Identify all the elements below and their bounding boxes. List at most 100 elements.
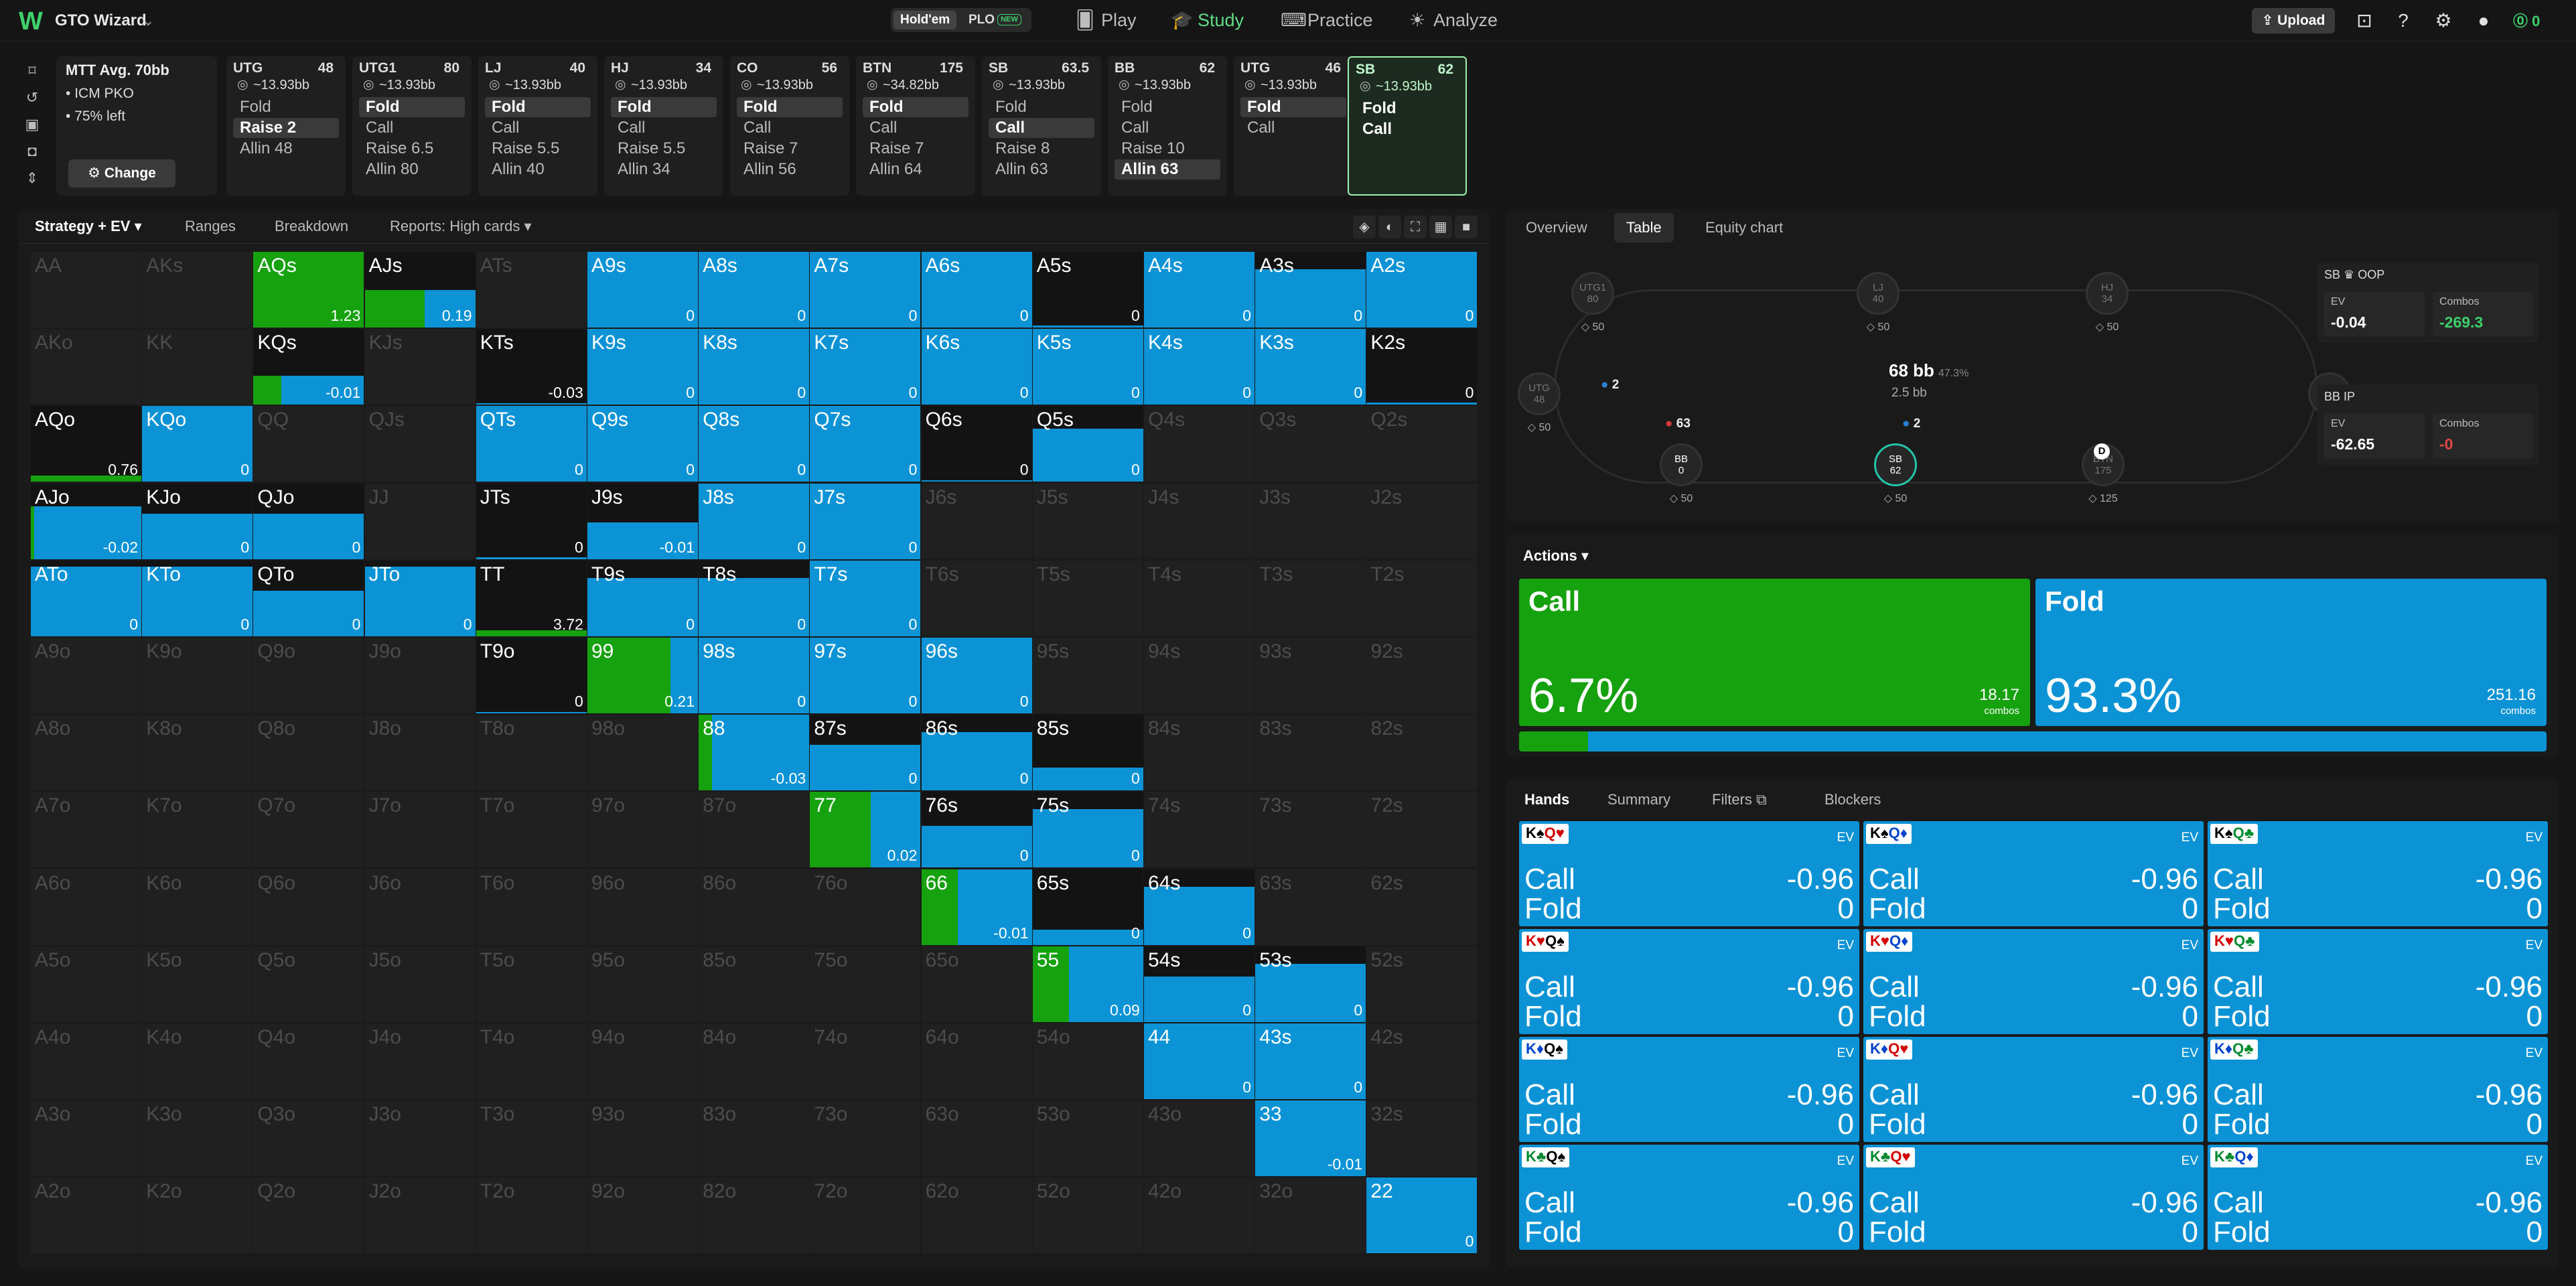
hand-cell-t3s[interactable]: T3s bbox=[1255, 560, 1366, 636]
hand-cell-aks[interactable]: AKs bbox=[142, 252, 253, 328]
hand-cell-84o[interactable]: 84o bbox=[699, 1023, 810, 1099]
hand-cell-a5s[interactable]: 0 A5s bbox=[1032, 252, 1143, 328]
hand-cell-t4o[interactable]: T4o bbox=[476, 1023, 587, 1099]
seat-action[interactable]: Allin 63 bbox=[995, 160, 1048, 178]
hand-cell-94o[interactable]: 94o bbox=[587, 1023, 698, 1099]
seat-action[interactable]: Fold bbox=[359, 97, 465, 117]
seat-action[interactable]: Allin 64 bbox=[869, 160, 922, 178]
hand-cell-93o[interactable]: 93o bbox=[587, 1100, 698, 1177]
gear-icon[interactable]: ⚙ bbox=[2435, 10, 2452, 31]
table-seat-bb[interactable]: BB 0 bbox=[1660, 443, 1703, 486]
hand-cell-97o[interactable]: 97o bbox=[587, 792, 698, 868]
hand-cell-72o[interactable]: 72o bbox=[810, 1177, 921, 1254]
hand-cell-q7o[interactable]: Q7o bbox=[253, 792, 364, 868]
hand-combo-card[interactable]: K♦Q♠ EV Call -0.96 Fold 0 bbox=[1519, 1037, 1859, 1142]
hand-cell-98s[interactable]: 0 98s bbox=[699, 638, 810, 713]
tab-equity-chart[interactable]: Equity chart bbox=[1705, 219, 1784, 236]
hand-combo-card[interactable]: K♣Q♦ EV Call -0.96 Fold 0 bbox=[2208, 1145, 2548, 1250]
hand-combo-card[interactable]: K♦Q♣ EV Call -0.96 Fold 0 bbox=[2208, 1037, 2548, 1142]
hand-cell-t2o[interactable]: T2o bbox=[476, 1177, 587, 1254]
cube-icon[interactable]: ◈ bbox=[1353, 216, 1376, 238]
hand-cell-q9s[interactable]: 0 Q9s bbox=[587, 406, 698, 482]
hand-cell-92o[interactable]: 92o bbox=[587, 1177, 698, 1254]
hand-cell-a5o[interactable]: A5o bbox=[31, 946, 141, 1022]
hand-cell-q3o[interactable]: Q3o bbox=[253, 1100, 364, 1177]
chevron-down-icon[interactable]: ⌄ bbox=[142, 12, 155, 29]
hand-cell-t6s[interactable]: T6s bbox=[921, 560, 1032, 636]
hand-cell-a3s[interactable]: 0 A3s bbox=[1255, 252, 1366, 328]
tab-filters[interactable]: Filters ⧉ bbox=[1712, 786, 1767, 813]
seat-action[interactable]: Raise 5.5 bbox=[492, 139, 560, 157]
hand-cell-54o[interactable]: 54o bbox=[1032, 1023, 1143, 1099]
plo-option[interactable]: PLO NEW bbox=[962, 11, 1028, 29]
hand-cell-32s[interactable]: 32s bbox=[1366, 1100, 1478, 1177]
hand-cell-kqo[interactable]: 0 KQo bbox=[142, 406, 253, 482]
hand-cell-q6s[interactable]: 0 Q6s bbox=[921, 406, 1032, 482]
hand-cell-a4o[interactable]: A4o bbox=[31, 1023, 141, 1099]
hand-cell-74s[interactable]: 74s bbox=[1144, 792, 1255, 868]
upload-button[interactable]: ⇪ Upload bbox=[2252, 8, 2335, 33]
seat-action[interactable]: Fold bbox=[1121, 98, 1153, 116]
seat-action[interactable]: Raise 5.5 bbox=[618, 139, 686, 157]
hand-cell-q8s[interactable]: 0 Q8s bbox=[699, 406, 810, 482]
hand-cell-q7s[interactable]: 0 Q7s bbox=[810, 406, 921, 482]
hand-combo-card[interactable]: K♣Q♠ EV Call -0.96 Fold 0 bbox=[1519, 1145, 1859, 1250]
hand-cell-t3o[interactable]: T3o bbox=[476, 1100, 587, 1177]
hand-cell-k9s[interactable]: 0 K9s bbox=[587, 329, 698, 405]
tab-table[interactable]: Table bbox=[1614, 213, 1674, 242]
hand-cell-ako[interactable]: AKo bbox=[31, 329, 141, 405]
user-icon[interactable]: ● bbox=[2478, 10, 2490, 31]
hand-combo-card[interactable]: K♠Q♣ EV Call -0.96 Fold 0 bbox=[2208, 821, 2548, 926]
hand-cell-t9s[interactable]: 0 T9s bbox=[587, 560, 698, 636]
hand-cell-85o[interactable]: 85o bbox=[699, 946, 810, 1022]
hand-cell-t7s[interactable]: 0 T7s bbox=[810, 560, 921, 636]
save-icon[interactable]: ▣ bbox=[25, 116, 40, 133]
hand-cell-j6o[interactable]: J6o bbox=[364, 869, 476, 945]
hand-combo-card[interactable]: K♦Q♥ EV Call -0.96 Fold 0 bbox=[1863, 1037, 2204, 1142]
hand-cell-t2s[interactable]: T2s bbox=[1366, 560, 1478, 636]
hand-cell-j6s[interactable]: J6s bbox=[921, 483, 1032, 559]
hand-cell-q2s[interactable]: Q2s bbox=[1366, 406, 1478, 482]
hand-cell-t5s[interactable]: T5s bbox=[1032, 560, 1143, 636]
hand-cell-a7s[interactable]: 0 A7s bbox=[810, 252, 921, 328]
hand-cell-q8o[interactable]: Q8o bbox=[253, 715, 364, 791]
seat-action[interactable]: Call bbox=[618, 119, 646, 137]
scan-icon[interactable]: ⊡ bbox=[2356, 10, 2372, 31]
fold-action-card[interactable]: Fold 93.3% 251.16 combos bbox=[2035, 579, 2547, 726]
hand-combo-card[interactable]: K♣Q♥ EV Call -0.96 Fold 0 bbox=[1863, 1145, 2204, 1250]
hand-cell-ats[interactable]: ATs bbox=[476, 252, 587, 328]
hand-cell-j4s[interactable]: J4s bbox=[1144, 483, 1255, 559]
hand-cell-kjo[interactable]: 0 KJo bbox=[142, 483, 253, 559]
hand-cell-j9o[interactable]: J9o bbox=[364, 638, 476, 713]
hand-cell-44[interactable]: 0 44 bbox=[1144, 1023, 1255, 1099]
hand-cell-j7s[interactable]: 0 J7s bbox=[810, 483, 921, 559]
seat-action[interactable]: Allin 48 bbox=[240, 139, 293, 157]
square-icon[interactable]: ■ bbox=[1455, 216, 1478, 238]
hand-cell-75s[interactable]: 0 75s bbox=[1032, 792, 1143, 868]
seat-action[interactable]: Call bbox=[743, 119, 772, 137]
hand-cell-jto[interactable]: 0 JTo bbox=[364, 560, 476, 636]
seat-action[interactable]: Raise 7 bbox=[869, 139, 924, 157]
help-icon[interactable]: ? bbox=[2398, 10, 2409, 31]
hand-cell-k2s[interactable]: 0 K2s bbox=[1366, 329, 1478, 405]
table-seat-sb[interactable]: SB 62 bbox=[1874, 443, 1917, 486]
hand-combo-card[interactable]: K♥Q♣ EV Call -0.96 Fold 0 bbox=[2208, 929, 2548, 1034]
actions-dropdown[interactable]: Actions ▾ bbox=[1523, 544, 1589, 568]
hand-cell-76o[interactable]: 76o bbox=[810, 869, 921, 945]
hand-cell-63o[interactable]: 63o bbox=[921, 1100, 1032, 1177]
hand-cell-65s[interactable]: 0 65s bbox=[1032, 869, 1143, 945]
hand-cell-k9o[interactable]: K9o bbox=[142, 638, 253, 713]
bookmark-icon[interactable]: ⌑ bbox=[28, 62, 36, 79]
hand-combo-card[interactable]: K♠Q♥ EV Call -0.96 Fold 0 bbox=[1519, 821, 1859, 926]
hand-cell-86o[interactable]: 86o bbox=[699, 869, 810, 945]
hand-cell-j3o[interactable]: J3o bbox=[364, 1100, 476, 1177]
hand-cell-62o[interactable]: 62o bbox=[921, 1177, 1032, 1254]
seat-action[interactable]: Fold bbox=[240, 98, 271, 116]
hand-cell-88[interactable]: -0.03 88 bbox=[699, 715, 810, 791]
hand-cell-43o[interactable]: 43o bbox=[1144, 1100, 1255, 1177]
hand-cell-k5s[interactable]: 0 K5s bbox=[1032, 329, 1143, 405]
nav-practice[interactable]: ⌨Practice bbox=[1281, 5, 1373, 35]
